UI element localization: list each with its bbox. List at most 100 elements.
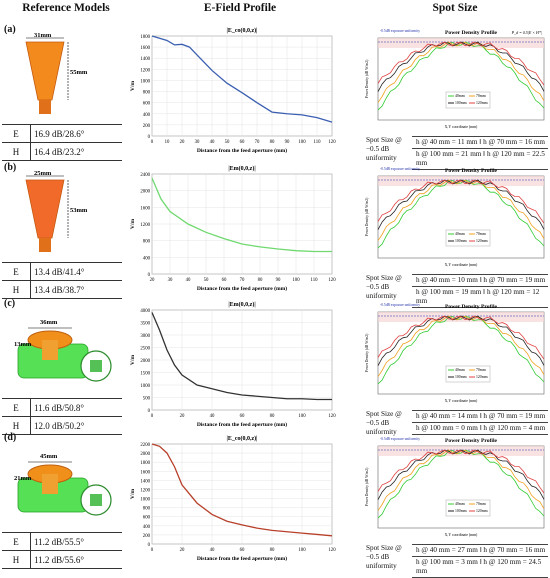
x-tick-label: 70 (255, 140, 260, 145)
gain-table: E 11.6 dB/50.8° H 12.0 dB/50.2° (2, 398, 122, 435)
y-tick-label: 2500 (140, 347, 150, 352)
x-tick-label: 30 (195, 140, 200, 145)
spot-size-value: h @ 100 mm = 19 mm ‖ h @ 120 mm = 12 mm (412, 287, 548, 308)
row-label: (a) (4, 24, 16, 35)
x-tick-label: 100 (292, 278, 300, 283)
efield-series-line (151, 312, 332, 401)
pd-ylabel: Power Density (dB W/m2) (365, 197, 369, 236)
dimension-label: 21mm (14, 475, 32, 482)
plane-label: E (2, 262, 31, 281)
y-tick-label: 0 (148, 273, 151, 278)
gain-row-h: H 12.0 dB/50.2° (2, 416, 122, 435)
gain-value: 11.2 dB/55.5° (30, 532, 122, 551)
y-tick-label: 0 (148, 135, 151, 140)
efield-chart: 0 500 1000 1500 2000 2500 3000 3500 4000 0 20 40 60 8… (130, 301, 336, 428)
pd-ylabel: Power Density (dB W/m2) (365, 467, 369, 506)
pd-uniformity-note: -0.5dB exposure uniformity (380, 437, 420, 441)
pd-series-line (377, 315, 545, 366)
header-models: Reference Models (22, 2, 110, 14)
legend-entry: 40mm (455, 502, 465, 506)
legend-entry: 100mm (455, 239, 467, 243)
efield-xlabel: Distance from the feed aperture (mm) (197, 147, 287, 154)
y-tick-label: 2200 (140, 443, 150, 448)
legend-entry: 70mm (476, 94, 486, 98)
spot-size-key: Spot Size @ −0.5 dB uniformity (366, 544, 402, 570)
pd-series-line (377, 449, 545, 500)
legend-entry: 100mm (455, 101, 467, 105)
x-tick-label: 60 (240, 548, 245, 553)
pd-ylabel: Power Density (dB W/m2) (365, 59, 369, 98)
x-tick-label: 80 (270, 414, 275, 419)
x-tick-label: 80 (270, 548, 275, 553)
efield-xlabel: Distance from the feed aperture (mm) (197, 285, 287, 292)
y-tick-label: 1600 (140, 46, 150, 51)
x-tick-label: 40 (210, 140, 215, 145)
y-tick-label: 2400 (140, 173, 150, 178)
efield-title: |E_co(0,0,z)| (227, 27, 258, 34)
antenna-model-image: 45mm 21mm (14, 453, 112, 516)
efield-xlabel: Distance from the feed aperture (mm) (197, 555, 287, 562)
pd-legend: 40mm 70mm 100mm 120mm (445, 499, 491, 517)
y-tick-label: 1400 (140, 57, 150, 62)
x-tick-label: 90 (276, 278, 281, 283)
spot-size-value: h @ 40 mm = 27 mm ‖ h @ 70 mm = 16 mm (412, 544, 548, 557)
y-tick-label: 1000 (140, 384, 150, 389)
x-tick-label: 40 (210, 548, 215, 553)
x-tick-label: 0 (151, 140, 154, 145)
x-tick-label: 40 (186, 278, 191, 283)
pd-series-line (377, 179, 545, 230)
power-density-chart: 40mm 70mm 100mm 120mm Power Density Profile -… (365, 167, 545, 268)
y-tick-label: 2000 (140, 359, 150, 364)
pd-series-line (377, 41, 545, 92)
x-tick-label: 40 (210, 414, 215, 419)
x-tick-label: 20 (150, 278, 155, 283)
y-tick-label: 0 (148, 543, 151, 548)
pd-title: Power Density Profile (445, 168, 498, 174)
header-spot: Spot Size (432, 2, 478, 14)
x-tick-label: 70 (240, 278, 245, 283)
y-tick-label: 1000 (140, 79, 150, 84)
y-tick-label: 200 (143, 124, 151, 129)
y-tick-label: 500 (143, 397, 151, 402)
legend-entry: 70mm (476, 368, 486, 372)
pd-series-line (377, 315, 545, 385)
legend-entry: 120mm (476, 509, 488, 513)
pd-title: Power Density Profile (445, 438, 498, 444)
y-tick-label: 400 (143, 256, 151, 261)
pd-legend: 40mm 70mm 100mm 120mm (445, 365, 491, 383)
power-density-chart: 40mm 70mm 100mm 120mm Power Density Profile -… (365, 437, 545, 538)
spot-size-value: h @ 100 mm = 3 mm ‖ h @ 120 mm = 24.5 mm (412, 557, 548, 578)
dimension-label: 45mm (40, 453, 58, 460)
x-tick-label: 20 (180, 414, 185, 419)
plane-label: H (2, 142, 31, 161)
y-tick-label: 1000 (140, 498, 150, 503)
gain-row-h: H 13.4 dB/38.7° (2, 280, 122, 299)
x-tick-label: 110 (310, 278, 318, 283)
x-tick-label: 0 (151, 414, 154, 419)
gain-value: 12.0 dB/50.2° (30, 416, 122, 435)
gain-row-h: H 11.2 dB/55.6° (2, 550, 122, 569)
efield-chart: 0200400600800100012001400160018002000220… (130, 435, 336, 562)
pd-formula: P_d = 0.5|E × H*| (511, 30, 542, 35)
pd-series-line (377, 41, 545, 86)
y-tick-label: 1800 (140, 35, 150, 40)
y-tick-label: 0 (148, 409, 151, 414)
spot-size-value: h @ 40 mm = 11 mm ‖ h @ 70 mm = 16 mm (412, 136, 548, 149)
y-tick-label: 1400 (140, 479, 150, 484)
spot-size-value: h @ 100 mm = 21 mm ‖ h @ 120 mm = 22.5 m… (412, 149, 548, 170)
figure-row-4: (d) 45mm 21mm E 11.2 dB/55.5° H 11.2 dB/55.6° 0… (0, 432, 550, 578)
efield-series-line (151, 177, 332, 253)
dimension-label: 31mm (34, 32, 52, 39)
x-tick-label: 60 (240, 414, 245, 419)
y-tick-label: 200 (143, 534, 151, 539)
pd-legend: 40mm 70mm 100mm 120mm (445, 91, 491, 109)
antenna-model-image: 25mm 53mm (25, 170, 88, 252)
pd-title: Power Density Profile (445, 304, 498, 310)
efield-ylabel: V/m (130, 219, 136, 230)
y-tick-label: 1500 (140, 372, 150, 377)
plane-label: H (2, 416, 31, 435)
x-tick-label: 120 (328, 278, 336, 283)
legend-entry: 40mm (455, 94, 465, 98)
legend-entry: 70mm (476, 232, 486, 236)
efield-ylabel: V/m (130, 355, 136, 366)
